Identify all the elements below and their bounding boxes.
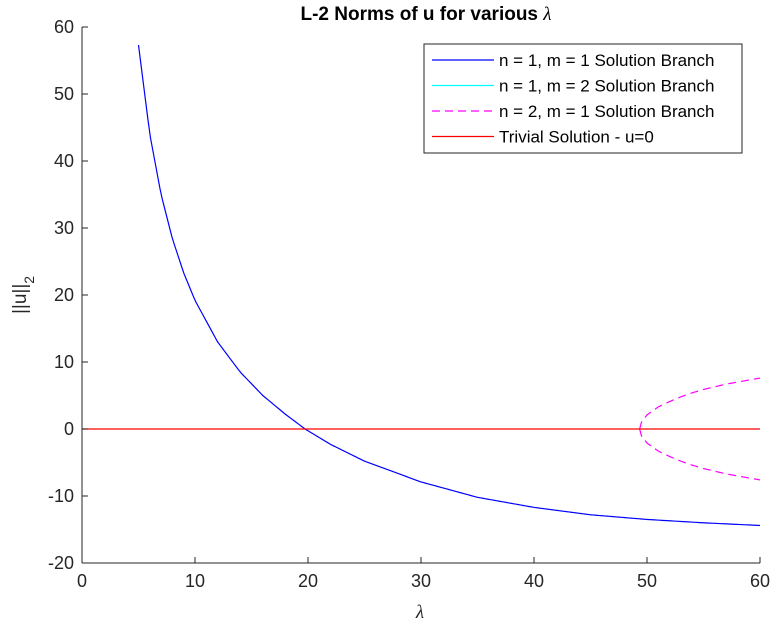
legend: n = 1, m = 1 Solution Branch n = 1, m = 2… (423, 43, 743, 154)
y-tick-label: 40 (54, 151, 74, 171)
legend-label-3: n = 2, m = 1 Solution Branch (499, 102, 714, 121)
y-tick-label: 10 (54, 352, 74, 372)
x-tick-label: 10 (185, 571, 205, 591)
y-tick-label: 0 (64, 419, 74, 439)
x-tick-label: 60 (750, 571, 770, 591)
y-axis-label-sub: 2 (21, 276, 37, 284)
series-1-line (137, 45, 761, 527)
y-tick-label: -20 (48, 553, 74, 573)
y-axis-label-main: ||u|| (10, 284, 31, 314)
y-tick-label: 30 (54, 218, 74, 238)
x-tick-label: 20 (298, 571, 318, 591)
x-axis-label: λ (415, 602, 424, 623)
x-tick-label: 0 (77, 571, 87, 591)
y-tick-label: -10 (48, 486, 74, 506)
chart-title: L-2 Norms of u for various λ (300, 4, 551, 25)
x-tick-label: 50 (637, 571, 657, 591)
legend-label-2: n = 1, m = 2 Solution Branch (499, 77, 714, 96)
x-tick-label: 30 (411, 571, 431, 591)
x-tick-label: 40 (524, 571, 544, 591)
legend-label-4: Trivial Solution - u=0 (499, 128, 654, 147)
y-tick-label: 50 (54, 84, 74, 104)
legend-box (423, 43, 743, 154)
y-tick-label: 20 (54, 285, 74, 305)
legend-label-1: n = 1, m = 1 Solution Branch (499, 51, 714, 70)
title-lambda-symbol: λ (542, 4, 551, 25)
y-tick-label: 60 (54, 17, 74, 37)
y-axis-label: ||u||2 (10, 276, 37, 314)
axes: 0 10 20 30 40 50 60 -20 -10 0 10 20 30 40 50 60 (48, 17, 770, 591)
series-3-lower-line (639, 428, 761, 481)
series-3-upper-line (639, 377, 761, 430)
series-layer (82, 45, 761, 527)
